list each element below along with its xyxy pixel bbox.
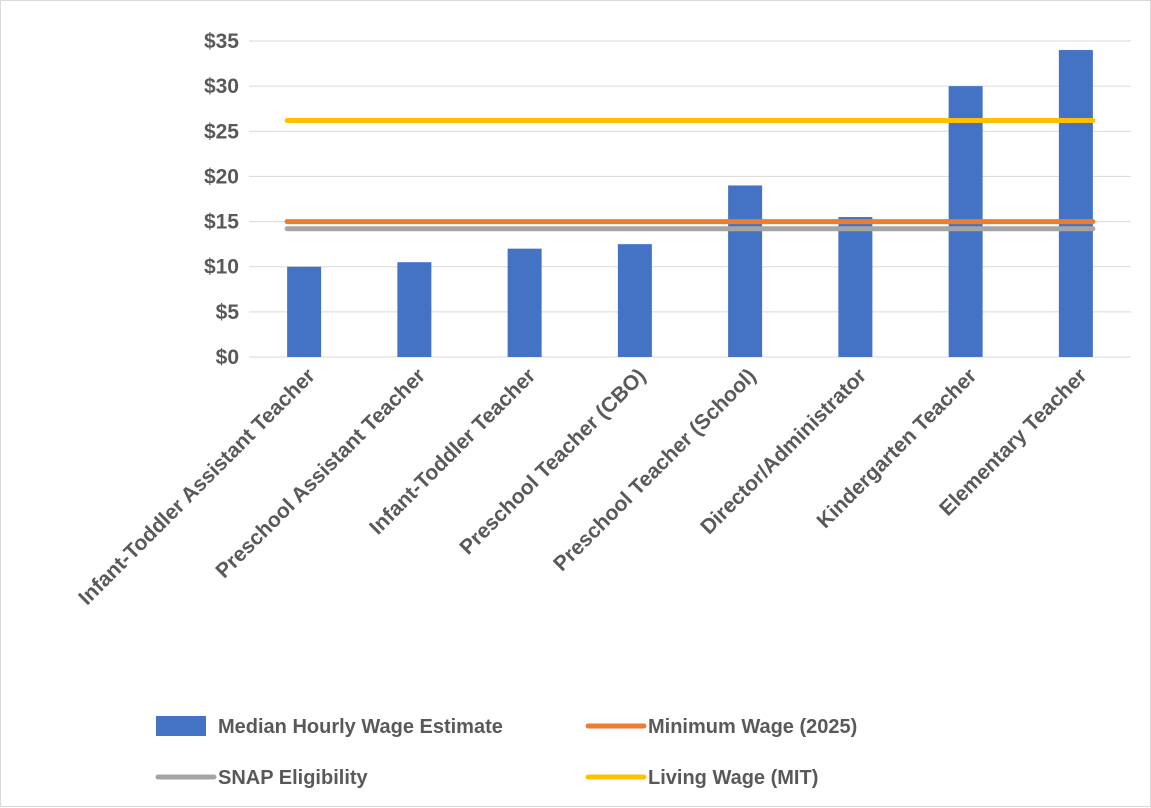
legend-label: Minimum Wage (2025) — [648, 716, 857, 738]
bar-8 — [1058, 50, 1093, 358]
bars — [287, 50, 1093, 358]
y-tick-label: $25 — [204, 120, 239, 143]
category-label: Preschool Teacher (School) — [549, 364, 761, 576]
legend-label: SNAP Eligibility — [218, 767, 369, 789]
legend-label: Median Hourly Wage Estimate — [218, 716, 503, 738]
bar-5 — [728, 185, 763, 357]
category-label: Infant-Toddler Assistant Teacher — [74, 364, 319, 609]
y-tick-label: $35 — [204, 30, 239, 53]
y-axis-ticks: $0 $5 $10 $15 $20 $25 $30 $35 — [204, 30, 239, 369]
bar-4 — [617, 244, 652, 357]
reference-lines — [284, 117, 1096, 232]
bar-6 — [838, 217, 873, 357]
legend: Median Hourly Wage Estimate Minimum Wage … — [155, 716, 857, 789]
category-label: Preschool Assistant Teacher — [211, 364, 429, 582]
bar-1 — [287, 266, 322, 357]
category-label: Preschool Teacher (CBO) — [455, 364, 650, 559]
y-tick-label: $10 — [204, 256, 239, 279]
y-tick-label: $0 — [216, 346, 239, 369]
y-tick-label: $15 — [204, 211, 239, 234]
gridlines — [249, 40, 1131, 358]
x-axis-categories: Infant-Toddler Assistant TeacherPreschoo… — [74, 364, 1091, 609]
y-tick-label: $20 — [204, 165, 239, 188]
legend-label: Living Wage (MIT) — [648, 767, 818, 789]
bar-2 — [397, 262, 432, 357]
y-tick-label: $5 — [216, 301, 240, 324]
bar-3 — [507, 248, 542, 357]
y-tick-label: $30 — [204, 75, 239, 98]
legend-swatch-bar — [156, 716, 206, 736]
